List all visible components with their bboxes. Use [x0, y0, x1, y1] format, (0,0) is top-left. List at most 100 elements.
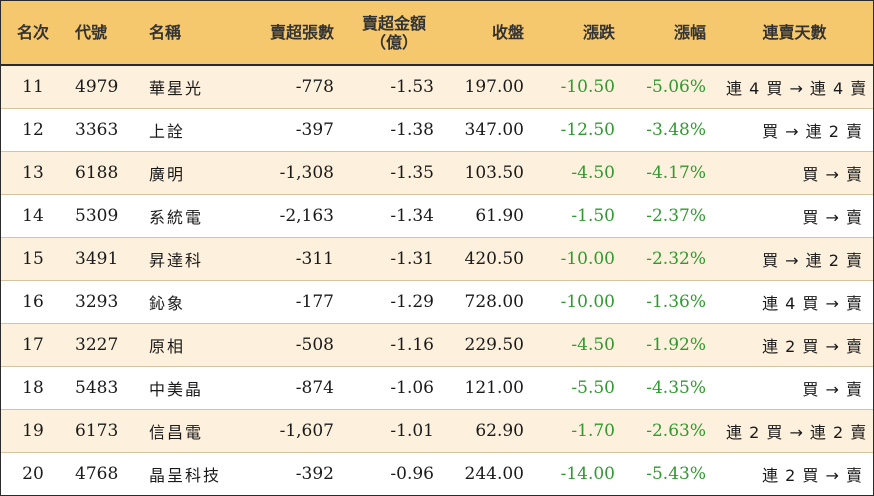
header-close[interactable]: 收盤 — [444, 1, 534, 66]
cell-sell-lots: -874 — [295, 377, 334, 398]
cell-change: -14.00 — [560, 463, 615, 484]
cell-sell-amount: -1.01 — [390, 420, 434, 441]
cell-change: -12.50 — [560, 119, 615, 140]
cell-code: 4979 — [75, 76, 119, 97]
cell-pct: -5.06% — [646, 76, 706, 97]
cell-rank: 19 — [22, 420, 44, 441]
cell-sell-lots: -778 — [295, 76, 334, 97]
header-sell-amount-title: 賣超金額 — [361, 13, 426, 33]
cell-sell-lots: -392 — [295, 463, 334, 484]
table-row[interactable]: 11 4979 華星光 -778 -1.53 197.00 -10.50 -5.06% 連 4 … — [1, 65, 873, 108]
cell-code: 3293 — [75, 291, 119, 312]
cell-name: 上詮 — [149, 121, 186, 141]
cell-name: 系統電 — [149, 207, 204, 227]
header-pct[interactable]: 漲幅 — [625, 1, 716, 66]
header-sell-amount[interactable]: 賣超金額 （億） — [344, 1, 444, 66]
table-row[interactable]: 20 4768 晶呈科技 -392 -0.96 244.00 -14.00 -5.43% 連 2… — [1, 452, 873, 495]
cell-name: 華星光 — [149, 78, 204, 98]
cell-close: 244.00 — [464, 463, 524, 484]
cell-close: 61.90 — [475, 205, 524, 226]
cell-change: -1.50 — [571, 205, 615, 226]
cell-close: 103.50 — [464, 162, 524, 183]
cell-rank: 11 — [22, 76, 44, 97]
cell-rank: 18 — [22, 377, 44, 398]
cell-streak: 買 → 賣 — [802, 379, 863, 399]
header-change[interactable]: 漲跌 — [534, 1, 625, 66]
cell-close: 229.50 — [464, 334, 524, 355]
cell-sell-lots: -2,163 — [279, 205, 334, 226]
cell-sell-lots: -1,607 — [279, 420, 334, 441]
cell-rank: 12 — [22, 119, 44, 140]
table-row[interactable]: 12 3363 上詮 -397 -1.38 347.00 -12.50 -3.48% 買 → 連… — [1, 108, 873, 151]
cell-sell-lots: -311 — [295, 248, 334, 269]
cell-name: 原相 — [149, 336, 186, 356]
cell-code: 3363 — [75, 119, 119, 140]
cell-pct: -2.37% — [646, 205, 706, 226]
cell-rank: 20 — [22, 463, 44, 484]
cell-sell-amount: -1.35 — [390, 162, 434, 183]
cell-close: 62.90 — [475, 420, 524, 441]
header-code[interactable]: 代號 — [65, 1, 139, 66]
cell-code: 3491 — [75, 248, 119, 269]
header-row: 名次 代號 名稱 賣超張數 賣超金額 （億） 收盤 漲跌 漲幅 連賣天數 — [1, 1, 873, 66]
cell-sell-lots: -508 — [295, 334, 334, 355]
cell-name: 昇達科 — [149, 250, 204, 270]
cell-code: 5309 — [75, 205, 119, 226]
cell-close: 347.00 — [464, 119, 524, 140]
table-row[interactable]: 14 5309 系統電 -2,163 -1.34 61.90 -1.50 -2.37% 買 → … — [1, 194, 873, 237]
table-body: 11 4979 華星光 -778 -1.53 197.00 -10.50 -5.06% 連 4 … — [1, 65, 873, 495]
cell-code: 4768 — [75, 463, 119, 484]
cell-rank: 15 — [22, 248, 44, 269]
cell-pct: -4.17% — [646, 162, 706, 183]
cell-close: 728.00 — [464, 291, 524, 312]
cell-close: 420.50 — [464, 248, 524, 269]
cell-streak: 連 4 買 → 賣 — [762, 293, 863, 313]
table-row[interactable]: 16 3293 鈊象 -177 -1.29 728.00 -10.00 -1.36% 連 4 買… — [1, 280, 873, 323]
cell-streak: 連 2 買 → 賣 — [762, 465, 863, 485]
cell-sell-amount: -1.06 — [390, 377, 434, 398]
cell-sell-amount: -1.53 — [390, 76, 434, 97]
cell-change: -5.50 — [571, 377, 615, 398]
cell-streak: 買 → 連 2 賣 — [762, 250, 863, 270]
cell-pct: -2.63% — [646, 420, 706, 441]
table-row[interactable]: 19 6173 信昌電 -1,607 -1.01 62.90 -1.70 -2.63% 連 2 … — [1, 409, 873, 452]
cell-close: 197.00 — [464, 76, 524, 97]
cell-code: 6173 — [75, 420, 119, 441]
cell-change: -4.50 — [571, 162, 615, 183]
cell-streak: 連 4 買 → 連 4 賣 — [726, 78, 868, 98]
cell-sell-amount: -1.38 — [390, 119, 434, 140]
cell-code: 5483 — [75, 377, 119, 398]
cell-name: 廣明 — [149, 164, 186, 184]
cell-sell-amount: -1.29 — [390, 291, 434, 312]
table-row[interactable]: 17 3227 原相 -508 -1.16 229.50 -4.50 -1.92% 連 2 買 … — [1, 323, 873, 366]
cell-sell-lots: -177 — [295, 291, 334, 312]
header-name[interactable]: 名稱 — [139, 1, 249, 66]
cell-sell-amount: -1.16 — [390, 334, 434, 355]
cell-close: 121.00 — [464, 377, 524, 398]
table-header: 名次 代號 名稱 賣超張數 賣超金額 （億） 收盤 漲跌 漲幅 連賣天數 — [1, 1, 873, 66]
cell-rank: 16 — [22, 291, 44, 312]
header-rank[interactable]: 名次 — [1, 1, 65, 66]
cell-pct: -1.36% — [646, 291, 706, 312]
cell-pct: -5.43% — [646, 463, 706, 484]
cell-streak: 連 2 買 → 賣 — [762, 336, 863, 356]
cell-sell-amount: -1.31 — [390, 248, 434, 269]
cell-name: 鈊象 — [149, 293, 186, 313]
cell-pct: -1.92% — [646, 334, 706, 355]
cell-code: 6188 — [75, 162, 119, 183]
cell-pct: -2.32% — [646, 248, 706, 269]
cell-rank: 17 — [22, 334, 44, 355]
table-row[interactable]: 15 3491 昇達科 -311 -1.31 420.50 -10.00 -2.32% 買 → … — [1, 237, 873, 280]
table-row[interactable]: 13 6188 廣明 -1,308 -1.35 103.50 -4.50 -4.17% 買 → … — [1, 151, 873, 194]
cell-streak: 連 2 買 → 連 2 賣 — [726, 422, 868, 442]
cell-streak: 買 → 賣 — [802, 164, 863, 184]
table-row[interactable]: 18 5483 中美晶 -874 -1.06 121.00 -5.50 -4.35% 買 → 賣 — [1, 366, 873, 409]
cell-rank: 13 — [22, 162, 44, 183]
header-sell-amount-unit: （億） — [369, 32, 418, 52]
header-streak[interactable]: 連賣天數 — [716, 1, 873, 66]
header-sell-lots[interactable]: 賣超張數 — [249, 1, 344, 66]
cell-name: 中美晶 — [149, 379, 204, 399]
cell-streak: 買 → 連 2 賣 — [762, 121, 863, 141]
